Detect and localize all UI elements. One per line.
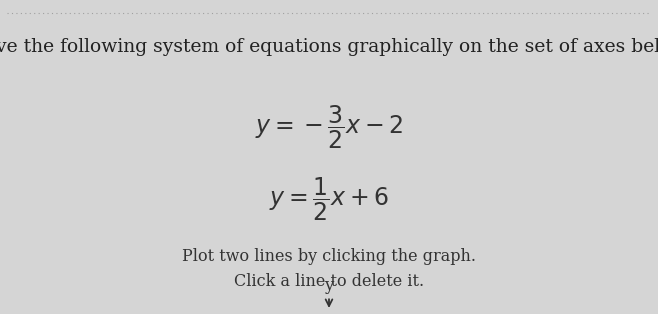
Text: Click a line to delete it.: Click a line to delete it.: [234, 273, 424, 290]
Text: Plot two lines by clicking the graph.: Plot two lines by clicking the graph.: [182, 248, 476, 265]
Text: Solve the following system of equations graphically on the set of axes below.: Solve the following system of equations …: [0, 38, 658, 56]
Text: $y = \dfrac{1}{2}x + 6$: $y = \dfrac{1}{2}x + 6$: [269, 176, 389, 223]
Text: y: y: [324, 277, 334, 306]
Text: $y = -\dfrac{3}{2}x - 2$: $y = -\dfrac{3}{2}x - 2$: [255, 104, 403, 151]
